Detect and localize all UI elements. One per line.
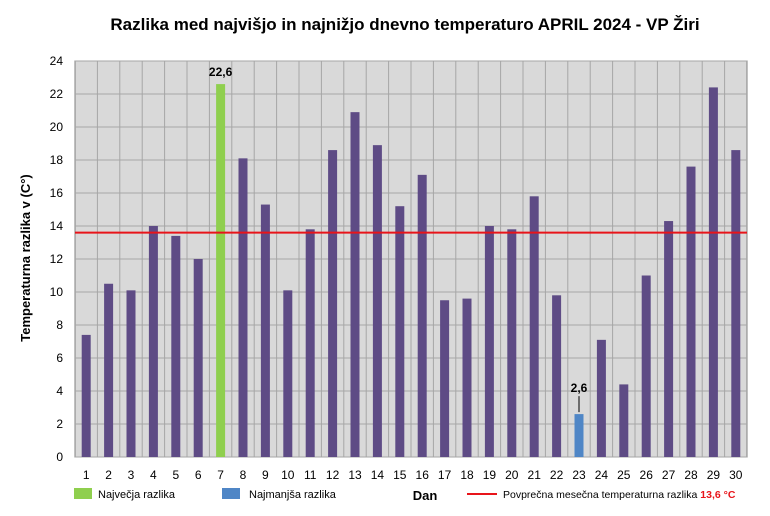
y-tick-label: 12 <box>50 252 64 266</box>
y-tick-label: 6 <box>56 351 63 365</box>
x-tick-label: 14 <box>371 468 385 482</box>
bar <box>372 145 382 457</box>
bar <box>193 259 203 457</box>
x-tick-label: 9 <box>262 468 269 482</box>
x-tick-label: 17 <box>438 468 452 482</box>
y-tick-label: 24 <box>50 54 64 68</box>
bar <box>305 229 315 457</box>
chart-title: Razlika med najvišjo in najnižjo dnevno … <box>110 15 699 34</box>
bar <box>260 204 270 457</box>
y-tick-label: 14 <box>50 219 64 233</box>
x-tick-label: 26 <box>640 468 654 482</box>
bar-min <box>574 414 584 457</box>
legend-average-text: Povprečna mesečna temperaturna razlika <box>503 489 698 501</box>
x-tick-label: 23 <box>572 468 586 482</box>
bar <box>148 226 158 457</box>
bar <box>462 298 472 457</box>
x-tick-label: 22 <box>550 468 564 482</box>
bars <box>81 84 741 458</box>
y-tick-label: 8 <box>56 318 63 332</box>
x-tick-label: 12 <box>326 468 340 482</box>
bar <box>708 87 718 458</box>
x-axis-label: Dan <box>413 488 438 503</box>
legend-average-value: 13,6 °C <box>700 489 736 501</box>
x-tick-label: 24 <box>595 468 609 482</box>
y-tick-label: 18 <box>50 153 64 167</box>
x-tick-label: 16 <box>416 468 430 482</box>
bar <box>731 150 741 457</box>
x-tick-label: 15 <box>393 468 407 482</box>
legend: Največja razlika Najmanjša razlika Dan P… <box>74 488 736 503</box>
x-tick-label: 4 <box>150 468 157 482</box>
legend-min-label: Najmanjša razlika <box>249 489 337 501</box>
bar <box>664 221 674 457</box>
bar <box>81 334 91 457</box>
x-tick-label: 8 <box>240 468 247 482</box>
y-tick-label: 10 <box>50 285 64 299</box>
y-tick-label: 0 <box>56 450 63 464</box>
x-tick-label: 11 <box>304 468 317 482</box>
x-tick-label: 27 <box>662 468 676 482</box>
x-tick-label: 19 <box>483 468 497 482</box>
legend-max-label: Največja razlika <box>98 489 176 501</box>
bar <box>126 290 136 457</box>
x-tick-label: 10 <box>281 468 295 482</box>
legend-max-swatch <box>74 488 92 499</box>
legend-average-label: Povprečna mesečna temperaturna razlika 1… <box>503 489 736 501</box>
bar <box>686 166 696 457</box>
min-data-label: 2,6 <box>571 381 588 395</box>
annotations: 22,6 2,6 <box>209 65 588 413</box>
x-tick-label: 2 <box>105 468 112 482</box>
bar <box>507 229 517 457</box>
bar <box>395 206 405 457</box>
x-axis: 1 2 3 4 5 6 7 8 9 10 11 12 13 14 15 16 17 18 19 20 21 22 23 24 2… <box>83 468 743 482</box>
y-tick-label: 20 <box>50 120 64 134</box>
x-tick-label: 30 <box>729 468 743 482</box>
x-tick-label: 1 <box>83 468 90 482</box>
legend-min-swatch <box>222 488 240 499</box>
x-tick-label: 21 <box>528 468 542 482</box>
x-tick-label: 29 <box>707 468 721 482</box>
bar <box>171 235 181 457</box>
bar <box>529 196 539 458</box>
y-tick-label: 16 <box>50 186 64 200</box>
x-tick-label: 20 <box>505 468 519 482</box>
x-tick-label: 3 <box>128 468 135 482</box>
y-tick-label: 2 <box>56 417 63 431</box>
bar <box>328 150 338 457</box>
bar <box>552 295 562 457</box>
y-tick-label: 4 <box>56 384 63 398</box>
bar <box>440 300 450 457</box>
bar <box>484 226 494 457</box>
bar <box>350 112 360 458</box>
bar <box>619 384 629 457</box>
x-tick-label: 5 <box>172 468 179 482</box>
grid <box>75 60 747 458</box>
bar <box>238 158 248 457</box>
bar-max <box>216 84 226 457</box>
y-axis-label: Temperaturna razlika v (C°) <box>18 174 33 342</box>
bar <box>283 290 293 457</box>
max-data-label: 22,6 <box>209 65 233 79</box>
bar <box>417 174 427 457</box>
x-tick-label: 7 <box>217 468 224 482</box>
x-tick-label: 13 <box>348 468 362 482</box>
bar <box>104 283 114 457</box>
x-tick-label: 25 <box>617 468 631 482</box>
bar <box>596 339 606 457</box>
x-tick-label: 28 <box>684 468 698 482</box>
y-tick-label: 22 <box>50 87 64 101</box>
bar <box>641 275 651 457</box>
x-tick-label: 6 <box>195 468 202 482</box>
x-tick-label: 18 <box>460 468 474 482</box>
